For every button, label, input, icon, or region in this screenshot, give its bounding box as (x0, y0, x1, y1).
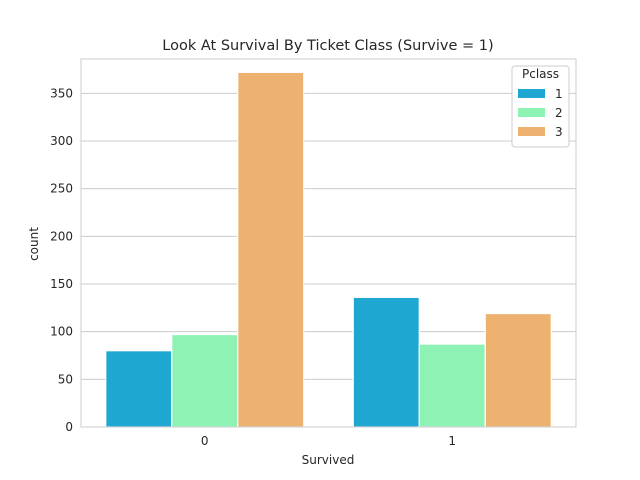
legend-swatch-3 (518, 127, 545, 136)
bars (105, 71, 552, 428)
x-tick-label: 1 (448, 434, 456, 448)
y-tick-label: 350 (50, 86, 73, 100)
y-tick-label: 150 (50, 277, 73, 291)
legend: Pclass 1 2 3 (511, 65, 570, 148)
bar-0-pclass-3 (237, 71, 305, 428)
legend-label-1: 1 (555, 87, 563, 101)
bar-0-pclass-2 (171, 333, 239, 428)
y-tick-label: 100 (50, 325, 73, 339)
legend-swatch-1 (518, 89, 545, 98)
y-tick-label: 50 (58, 372, 73, 386)
y-tick-label: 250 (50, 182, 73, 196)
y-tick-label: 300 (50, 134, 73, 148)
bar-1-pclass-1 (352, 296, 420, 428)
x-tick-label: 0 (201, 434, 209, 448)
legend-label-3: 3 (555, 125, 563, 139)
legend-label-2: 2 (555, 106, 563, 120)
legend-title: Pclass (522, 67, 559, 81)
x-axis-label: Survived (302, 453, 355, 467)
y-axis-label: count (27, 227, 41, 261)
legend-box (511, 65, 570, 148)
plot-frame (80, 58, 577, 428)
legend-swatch-2 (518, 108, 545, 117)
y-tick-label: 0 (65, 420, 73, 434)
bar-1-pclass-2 (418, 343, 486, 428)
bar-0-pclass-1 (105, 350, 173, 428)
bar-1-pclass-3 (484, 312, 552, 428)
y-axis: 0 50 100 150 200 250 300 350 (50, 86, 73, 434)
chart-title: Look At Survival By Ticket Class (Surviv… (162, 38, 493, 54)
y-tick-label: 200 (50, 229, 73, 243)
